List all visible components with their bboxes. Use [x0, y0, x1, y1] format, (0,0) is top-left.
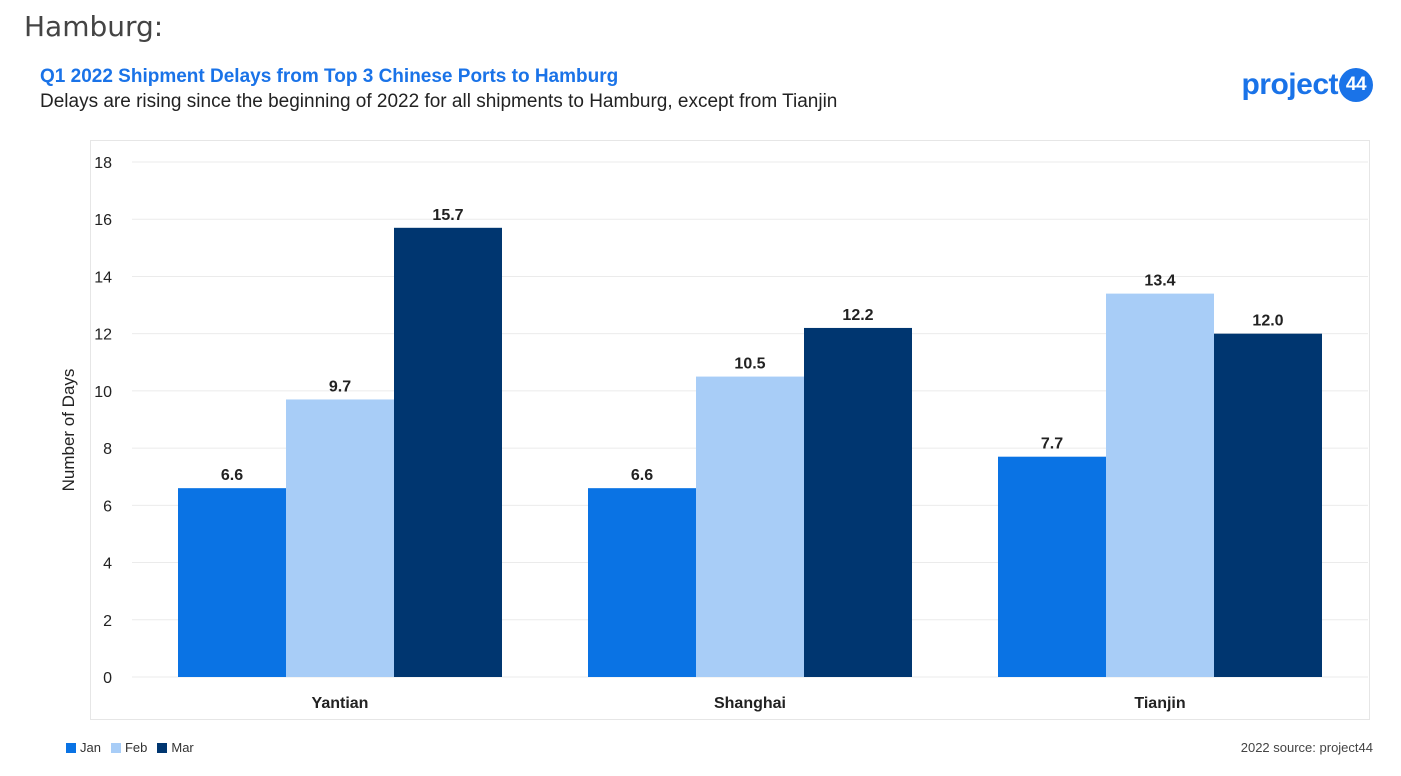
bars: [178, 227, 1322, 678]
y-tick-label: 8: [103, 441, 112, 458]
bar-mar-yantian: [394, 227, 502, 678]
y-tick-label: 16: [94, 212, 112, 229]
y-tick-label: 10: [94, 384, 112, 401]
y-tick-label: 6: [103, 498, 112, 515]
legend-swatch-mar: [157, 742, 168, 753]
page-heading: Hamburg:: [24, 10, 164, 43]
bar-chart: 0 2 4 6 8 10 12 14 16 18 Number of Days 6.6 9.7 15.…: [59, 155, 1368, 712]
y-tick-label: 14: [94, 269, 112, 286]
x-axis-ticks: Yantian Shanghai Tianjin: [312, 695, 1186, 712]
legend: Jan Feb Mar: [66, 740, 194, 755]
y-axis-label: Number of Days: [59, 369, 78, 492]
bar-jan-tianjin: [998, 456, 1106, 677]
bar-feb-tianjin: [1106, 293, 1214, 677]
x-tick-label: Shanghai: [714, 695, 786, 712]
project44-logo: project 44: [1241, 68, 1373, 102]
legend-swatch-feb: [110, 742, 121, 753]
bar-mar-shanghai: [804, 327, 912, 677]
bar-mar-tianjin: [1214, 333, 1322, 677]
y-axis-ticks: 0 2 4 6 8 10 12 14 16 18: [94, 155, 112, 687]
legend-item-jan: Jan: [66, 740, 101, 755]
chart-title: Q1 2022 Shipment Delays from Top 3 Chine…: [40, 66, 619, 87]
data-labels: 6.6 9.7 15.7 6.6 10.5 12.2 7.7 13.4 12.0: [221, 207, 1284, 484]
data-label: 9.7: [329, 378, 351, 395]
y-tick-label: 12: [94, 327, 112, 344]
bar-feb-yantian: [286, 399, 394, 677]
data-label: 12.2: [842, 307, 873, 324]
x-tick-label: Tianjin: [1134, 695, 1185, 712]
chart-frame: [90, 140, 1370, 720]
data-label: 7.7: [1041, 436, 1063, 453]
bar-jan-yantian: [178, 488, 286, 677]
legend-item-mar: Mar: [157, 740, 194, 755]
logo-text: project: [1241, 68, 1338, 101]
legend-item-feb: Feb: [110, 740, 148, 755]
x-tick-label: Yantian: [312, 695, 369, 712]
data-label: 12.0: [1252, 313, 1283, 330]
y-tick-label: 4: [103, 556, 112, 573]
legend-swatch-jan: [66, 742, 76, 753]
logo-badge: 44: [1339, 68, 1373, 102]
data-label: 10.5: [734, 356, 765, 373]
source-note: 2022 source: project44: [1240, 740, 1373, 755]
y-tick-label: 0: [103, 670, 112, 687]
legend-label-jan: Jan: [80, 740, 101, 755]
data-label: 6.6: [221, 467, 243, 484]
chart-subtitle: Delays are rising since the beginning of…: [40, 91, 838, 112]
legend-label-feb: Feb: [124, 740, 148, 755]
data-label: 13.4: [1144, 273, 1175, 290]
legend-label-mar: Mar: [171, 740, 194, 755]
y-tick-label: 2: [103, 613, 112, 630]
bar-jan-shanghai: [588, 488, 696, 677]
data-label: 6.6: [631, 467, 653, 484]
data-label: 15.7: [432, 207, 463, 224]
bar-feb-shanghai: [696, 376, 804, 677]
y-tick-label: 18: [94, 155, 112, 172]
